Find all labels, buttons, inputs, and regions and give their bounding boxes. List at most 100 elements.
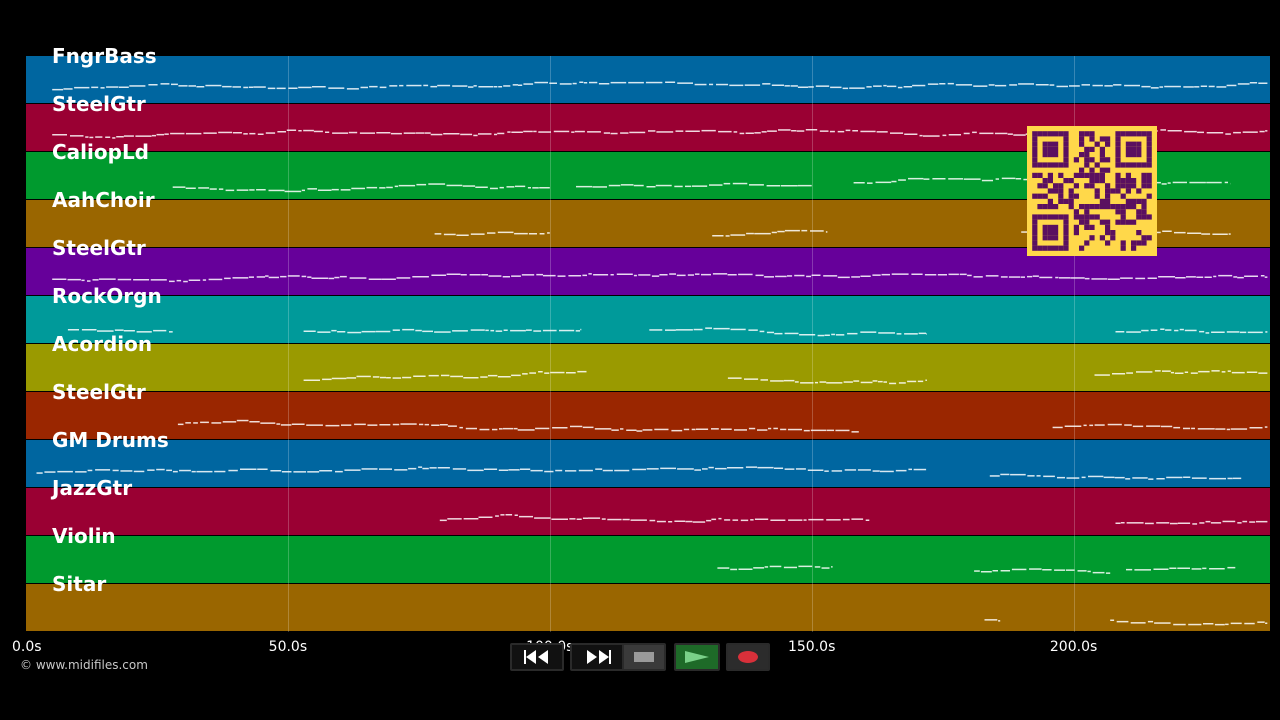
note (508, 469, 520, 471)
note (648, 130, 656, 132)
note (478, 133, 492, 135)
time-tick-label: 150.0s (787, 639, 836, 655)
note (424, 423, 429, 426)
note (443, 133, 460, 135)
track-lane[interactable] (26, 488, 1270, 536)
note (434, 331, 451, 333)
note (757, 466, 774, 469)
note (1107, 423, 1122, 426)
note (718, 130, 732, 133)
note (1198, 370, 1210, 373)
note (1256, 520, 1268, 523)
rewind-icon (524, 650, 548, 664)
note (552, 427, 568, 429)
note (770, 519, 786, 521)
rewind-button[interactable] (510, 643, 564, 671)
note (582, 274, 587, 277)
note (636, 430, 643, 432)
stop-button[interactable] (622, 643, 666, 671)
note (576, 185, 593, 188)
note (769, 565, 782, 568)
note (416, 183, 427, 186)
note (711, 428, 719, 430)
note (926, 333, 927, 335)
record-button[interactable] (726, 643, 770, 671)
note (156, 133, 165, 136)
note (806, 275, 812, 278)
note (1167, 182, 1171, 184)
note (595, 468, 603, 470)
note (579, 81, 584, 83)
note (757, 429, 768, 431)
note (1205, 332, 1210, 334)
note (443, 233, 456, 236)
note (1146, 425, 1161, 427)
note (759, 330, 765, 333)
note (505, 514, 513, 516)
note (470, 233, 485, 235)
note (1159, 86, 1164, 88)
note (543, 274, 556, 277)
note (1225, 623, 1229, 626)
note (112, 469, 119, 472)
note (188, 279, 201, 281)
note (456, 234, 469, 236)
note (307, 188, 317, 190)
note (727, 274, 737, 276)
note (214, 470, 226, 473)
note (1173, 426, 1181, 429)
note (963, 132, 970, 135)
note (898, 382, 906, 384)
track-lane[interactable] (26, 248, 1270, 296)
note (927, 83, 939, 85)
note (790, 85, 798, 87)
copyright-text: © www.midifiles.com (20, 658, 148, 672)
track-lane[interactable] (26, 440, 1270, 488)
note (1091, 278, 1108, 280)
fast-forward-button[interactable] (570, 643, 626, 671)
note (948, 134, 961, 136)
note (547, 232, 550, 234)
track-lane[interactable] (26, 392, 1270, 440)
note (932, 178, 946, 180)
note (826, 382, 843, 384)
note (1077, 570, 1087, 572)
note (1218, 274, 1233, 277)
note (1141, 85, 1151, 88)
note (1164, 85, 1181, 88)
note (1052, 426, 1063, 429)
note (303, 379, 320, 381)
note (576, 518, 582, 520)
note (995, 178, 999, 180)
note (659, 274, 668, 276)
note (368, 278, 382, 280)
note (539, 233, 545, 235)
note (649, 329, 663, 331)
track-lane[interactable] (26, 584, 1270, 632)
note (1191, 568, 1202, 570)
track-lane[interactable] (26, 296, 1270, 344)
note (1215, 428, 1226, 430)
piano-roll[interactable] (26, 56, 1270, 632)
note (608, 184, 621, 187)
note (367, 424, 378, 426)
note (890, 132, 904, 134)
track-lane[interactable] (26, 56, 1270, 104)
note (450, 375, 463, 378)
note (1018, 83, 1034, 85)
note (908, 468, 912, 471)
note (764, 566, 769, 568)
note (1147, 620, 1154, 623)
note (1265, 331, 1268, 333)
track-lane[interactable] (26, 536, 1270, 584)
track-lane[interactable] (26, 344, 1270, 392)
note (430, 85, 438, 88)
note (1115, 331, 1125, 333)
note (1008, 276, 1021, 278)
note (669, 273, 676, 275)
note (1088, 475, 1104, 478)
note (532, 187, 539, 189)
play-button[interactable] (674, 643, 720, 671)
note (512, 84, 518, 86)
note (616, 273, 633, 275)
